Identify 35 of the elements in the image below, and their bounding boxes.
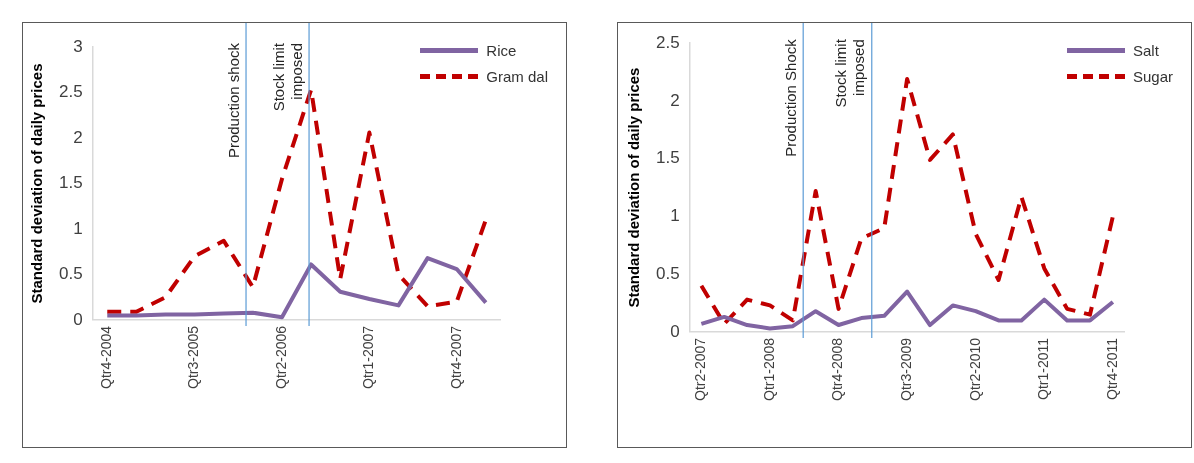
legend-label: Sugar — [1132, 67, 1173, 85]
x-tick-label: Qtr2-2006 — [272, 325, 289, 390]
y-tick-label: 2 — [670, 90, 680, 110]
x-tick-label: Qtr1-2007 — [360, 325, 377, 390]
ref-line-label: Production shock — [224, 42, 242, 159]
legend-label: Salt — [1132, 41, 1159, 59]
y-tick-label: 2.5 — [58, 82, 83, 102]
ref-line-label: Production Shock — [781, 38, 799, 157]
ref-line-label: Stock limit imposed — [832, 38, 868, 108]
x-tick-label: Qtr3-2005 — [185, 325, 202, 390]
y-tick-label: 1 — [73, 218, 83, 238]
y-tick-label: 2.5 — [655, 32, 680, 52]
x-tick-label: Qtr2-2007 — [692, 337, 709, 402]
y-axis-title: Standard deviation of daily prices — [28, 63, 46, 304]
legend-label: Rice — [486, 41, 517, 59]
y-axis-title: Standard deviation of daily prices — [625, 67, 643, 308]
x-tick-label: Qtr1-2008 — [760, 337, 777, 402]
y-tick-label: 1 — [670, 206, 680, 226]
y-tick-label: 3 — [73, 36, 83, 56]
y-tick-label: 0 — [73, 309, 83, 329]
x-tick-label: Qtr4-2011 — [1103, 337, 1120, 400]
y-tick-label: 0.5 — [655, 263, 680, 283]
x-tick-label: Qtr3-2009 — [897, 337, 914, 402]
legend-label: Gram dal — [486, 67, 548, 85]
x-tick-label: Qtr1-2011 — [1035, 337, 1052, 400]
ref-line-label: Stock limit imposed — [269, 42, 305, 112]
y-tick-label: 1.5 — [655, 148, 680, 168]
y-tick-label: 1.5 — [58, 173, 83, 193]
y-tick-label: 0.5 — [58, 264, 83, 284]
y-tick-label: 2 — [73, 127, 83, 147]
y-tick-label: 0 — [670, 321, 680, 341]
x-tick-label: Qtr2-2010 — [966, 337, 983, 402]
x-tick-label: Qtr4-2004 — [98, 325, 115, 390]
x-tick-label: Qtr4-2007 — [447, 325, 464, 390]
x-tick-label: Qtr4-2008 — [829, 337, 846, 402]
